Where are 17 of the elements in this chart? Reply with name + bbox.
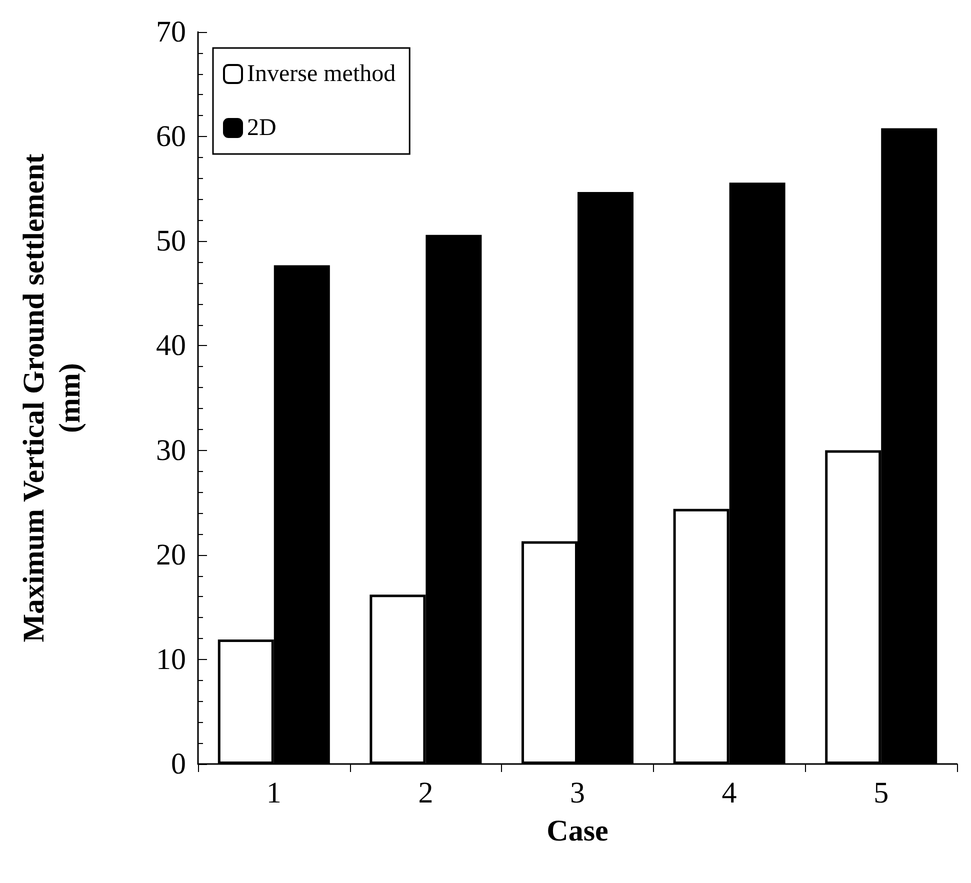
y-tick-label: 30 [156,434,186,467]
x-tick-label: 1 [266,776,282,810]
x-tick-label: 4 [722,776,737,810]
x-tick-label: 5 [874,776,889,810]
y-tick-label: 50 [156,224,186,258]
y-tick-label: 10 [156,642,186,676]
x-tick-label: 3 [570,776,585,810]
y-tick-label: 70 [156,16,186,48]
y-tick-label: 0 [171,748,186,780]
legend-label: 2D [247,115,276,141]
y-tick-label: 60 [156,120,186,154]
y-tick-label: 20 [156,538,186,572]
x-axis-title: Case [546,814,608,848]
y-tick-label: 40 [156,329,186,362]
y-axis-title: Maximum Vertical Ground settlement (mm) [18,154,86,642]
x-tick-label: 2 [418,776,434,810]
legend-label: Inverse method [247,61,396,87]
